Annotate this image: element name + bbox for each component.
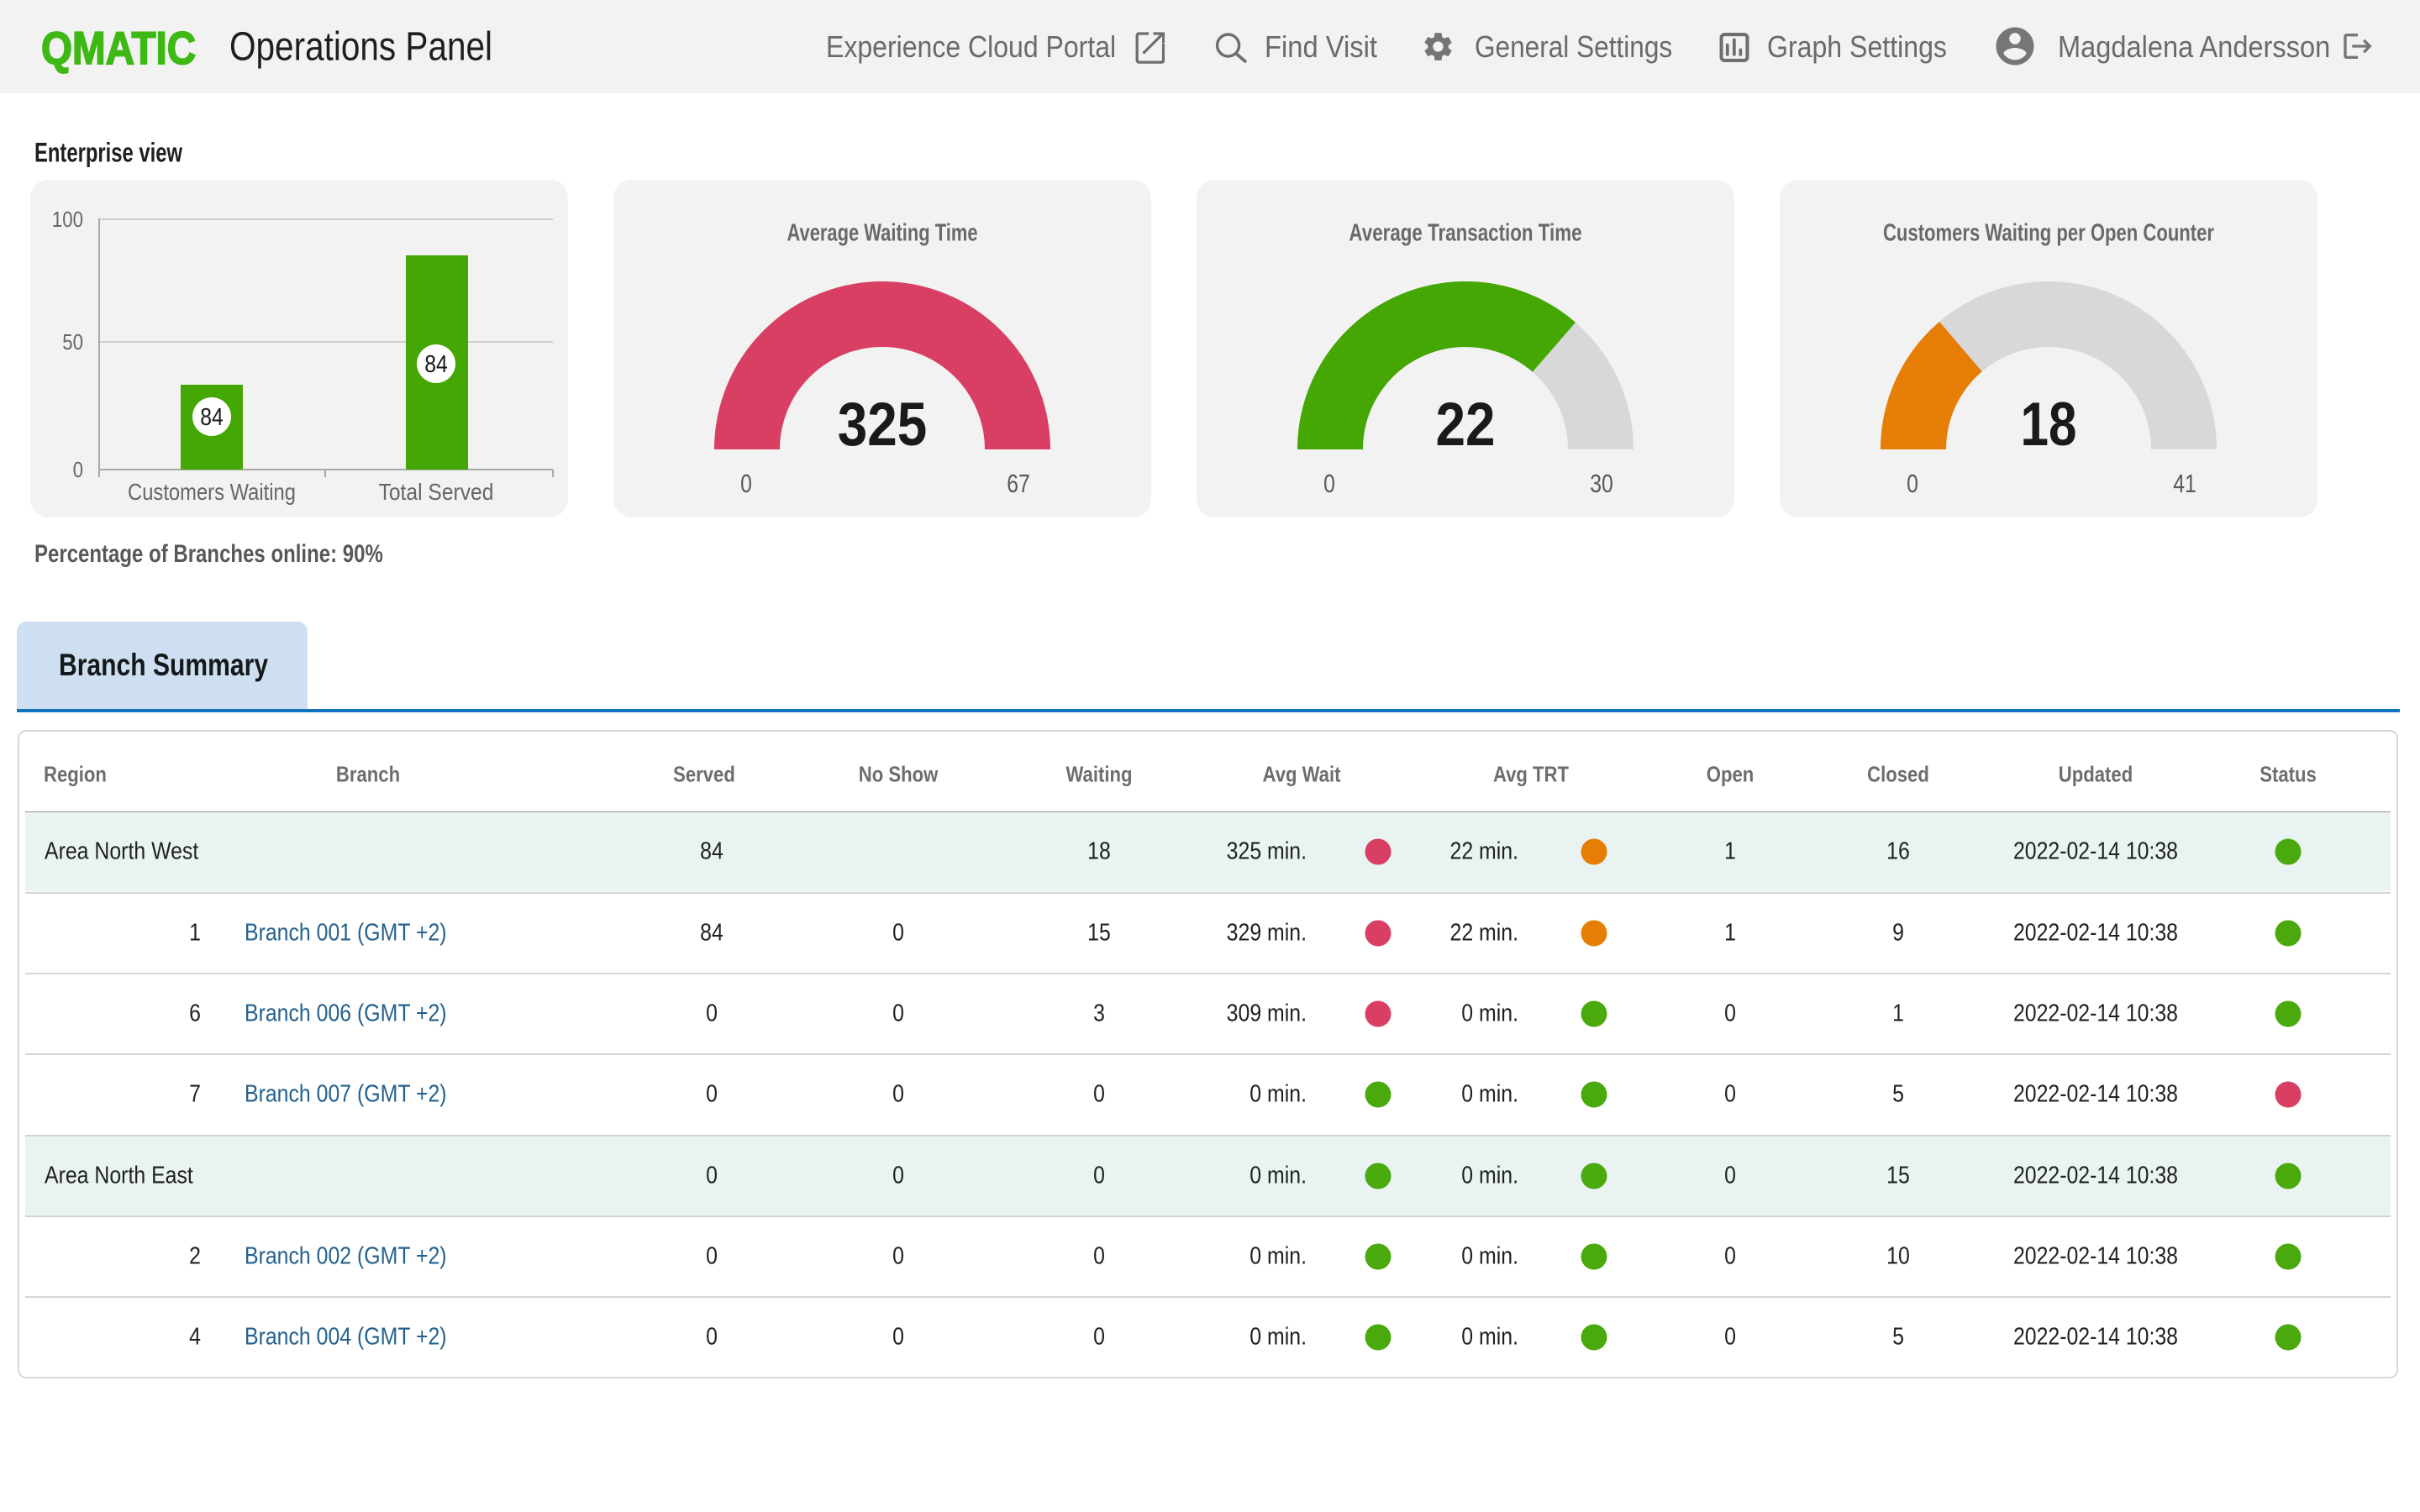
svg-text:100: 100 [52,207,83,232]
svg-text:0: 0 [740,469,752,497]
svg-text:325: 325 [838,390,928,459]
svg-text:18: 18 [2021,391,2077,459]
svg-text:84: 84 [200,403,224,430]
svg-text:Total Served: Total Served [379,479,494,506]
svg-text:0: 0 [1323,469,1335,497]
svg-text:84: 84 [424,350,448,377]
svg-text:67: 67 [1007,469,1030,497]
svg-text:0: 0 [1907,469,1918,497]
svg-text:41: 41 [2173,469,2196,497]
svg-text:50: 50 [62,330,83,354]
svg-text:0: 0 [73,458,83,482]
svg-text:30: 30 [1590,469,1613,497]
svg-text:22: 22 [1435,390,1495,459]
svg-text:Customers Waiting: Customers Waiting [128,478,296,505]
